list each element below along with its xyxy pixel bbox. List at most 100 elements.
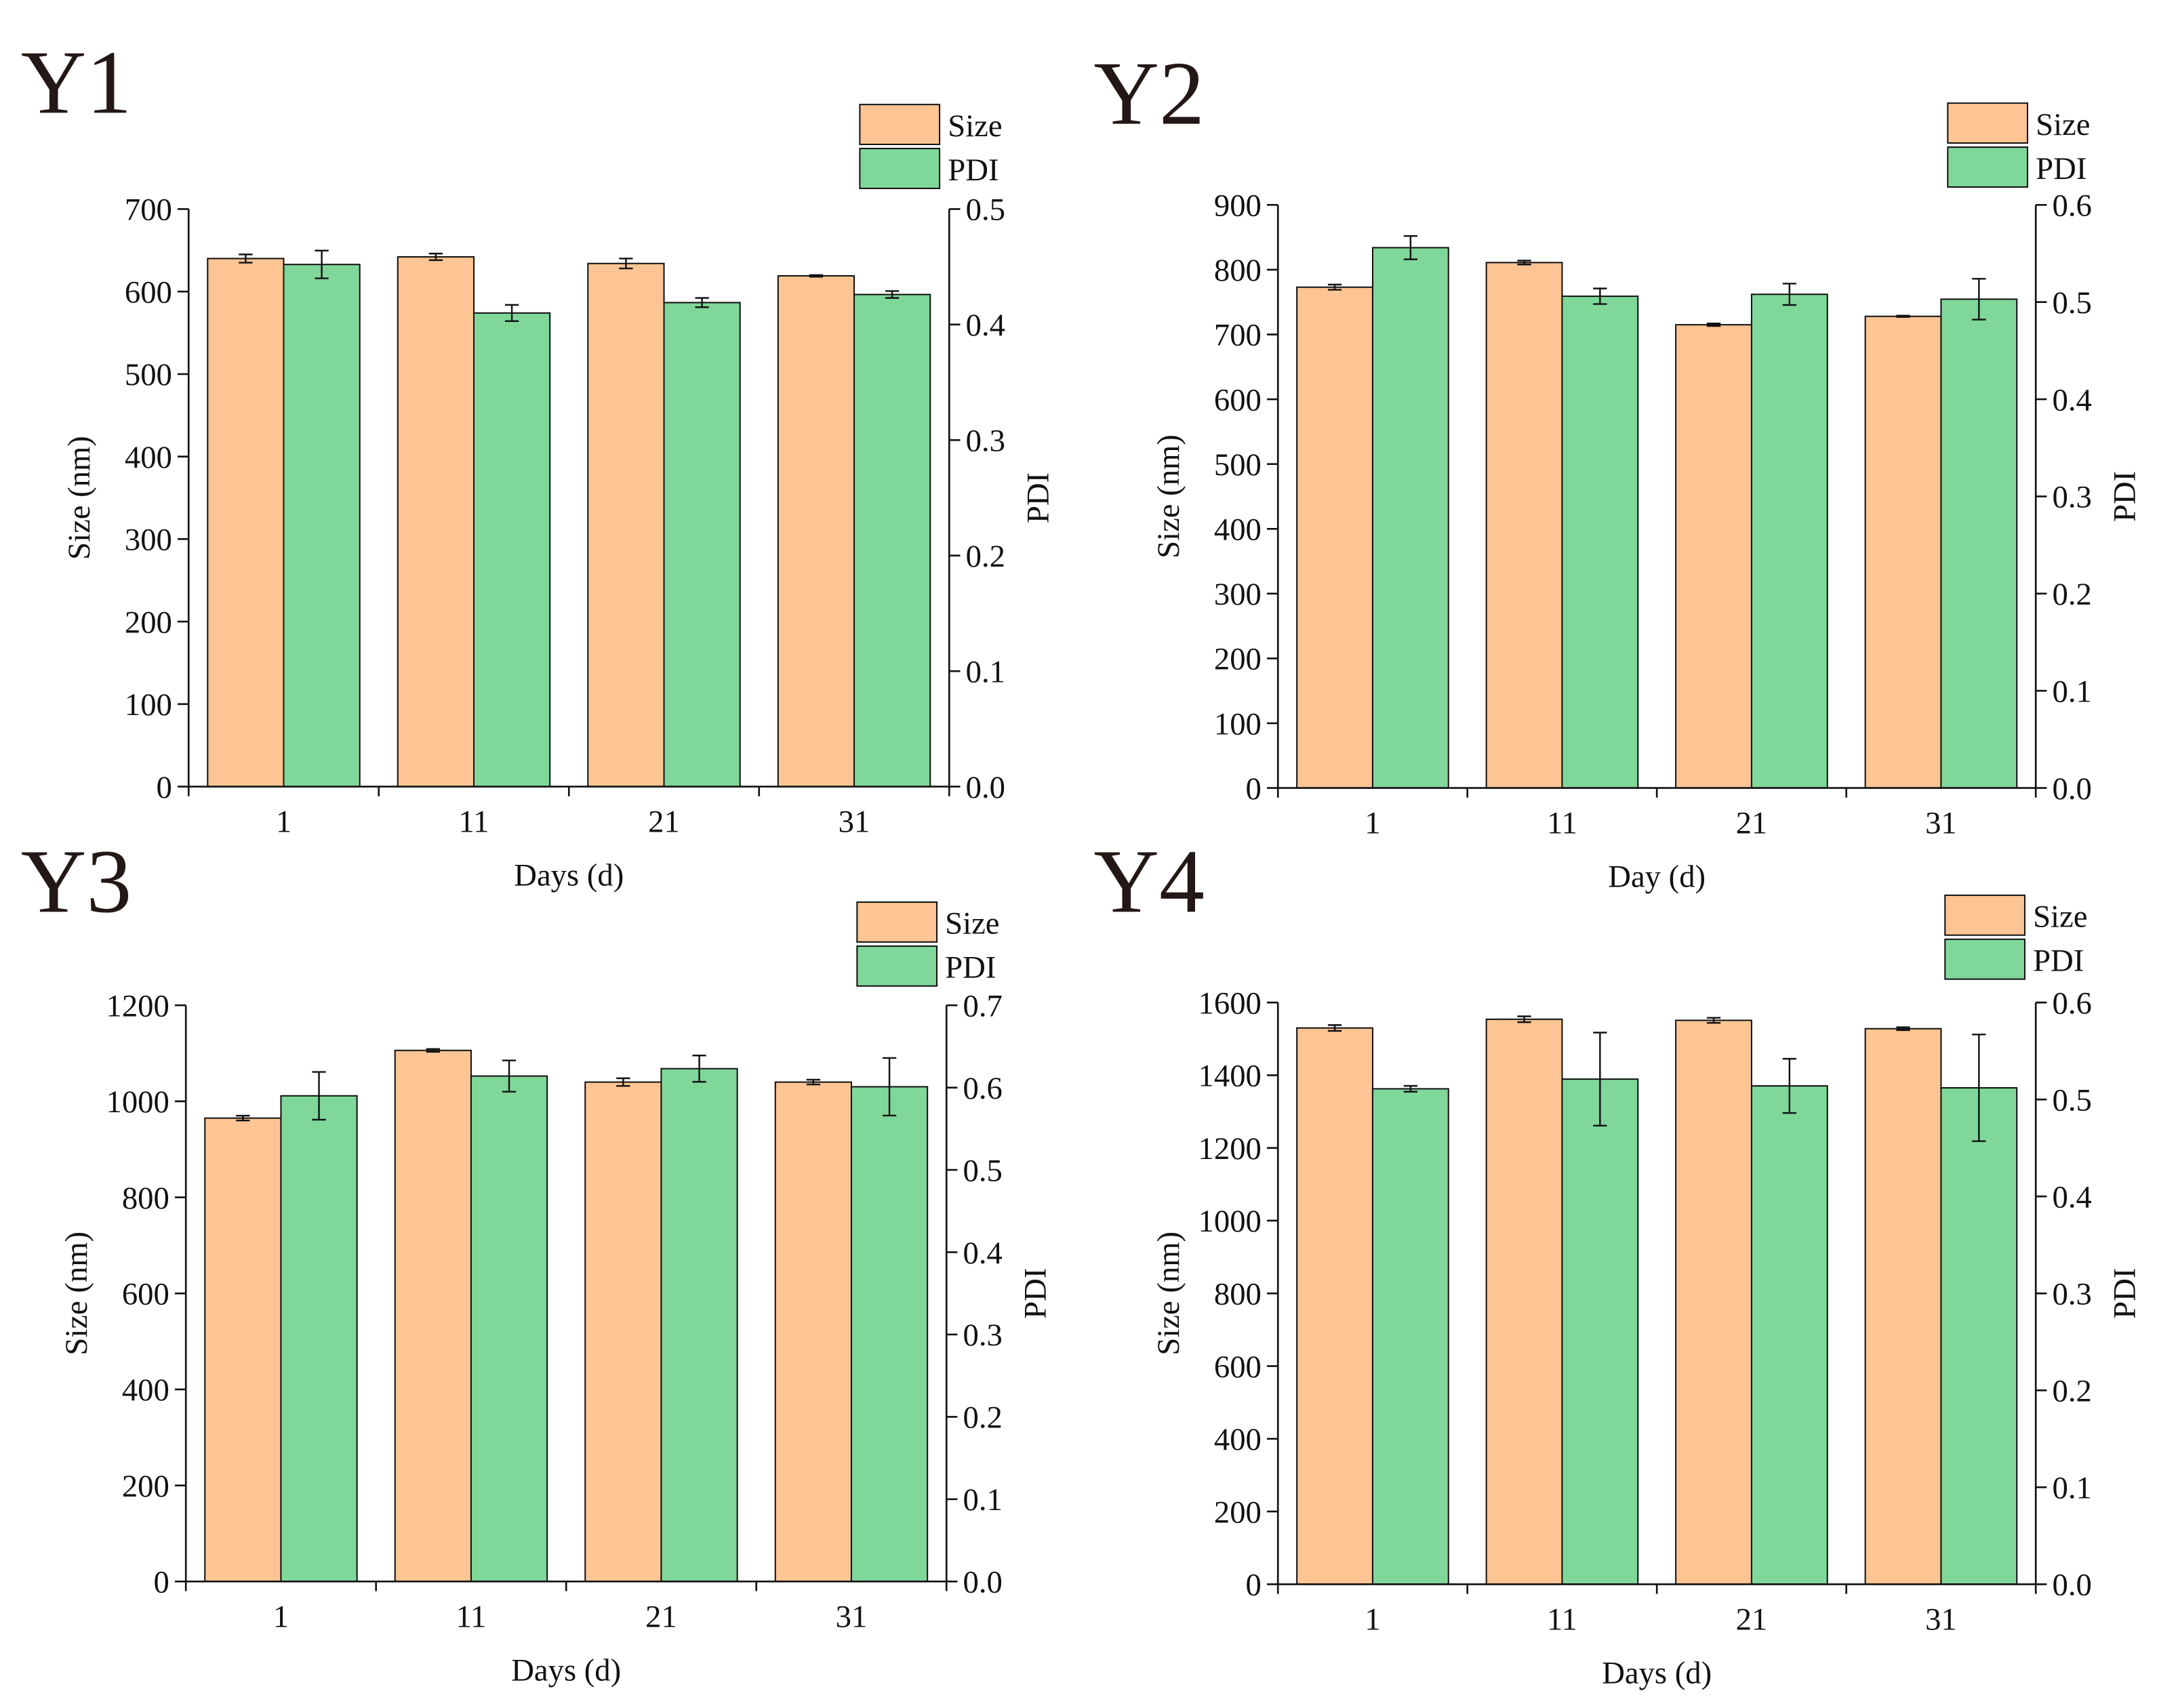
x-axis-label: Day (d) [1608, 859, 1706, 895]
y2-axis-label: PDI [2107, 471, 2142, 522]
legend-label: Size [948, 108, 1002, 144]
x-tick-label: 1 [1365, 806, 1380, 841]
x-tick-label: 21 [1736, 806, 1768, 841]
bar [1561, 1078, 1639, 1585]
error-bar [1403, 235, 1417, 260]
y-tick-label: 200 [122, 1469, 169, 1504]
bar [663, 302, 741, 788]
x-tick-label: 31 [1925, 1602, 1957, 1637]
x-tick-label: 11 [456, 1599, 486, 1634]
y2-tick-label: 0.5 [966, 192, 1005, 228]
y-tick-label: 200 [1214, 1494, 1262, 1530]
y-axis-label: Size (nm) [1151, 434, 1186, 558]
error-bar [885, 290, 900, 299]
y-tick-label: 100 [1214, 706, 1262, 741]
y-tick-label: 0 [157, 770, 172, 805]
bar [1675, 324, 1752, 789]
y-tick-label: 400 [122, 1372, 169, 1408]
y2-tick-label: 0.1 [963, 1482, 1003, 1518]
panel-label: Y2 [1093, 43, 1205, 144]
y2-tick-label: 0.5 [2053, 285, 2092, 321]
y-tick-label: 400 [125, 440, 172, 475]
bar [853, 293, 931, 788]
error-bar [1517, 260, 1531, 266]
legend-swatch [859, 148, 941, 189]
legend-label: PDI [948, 152, 999, 188]
x-tick-label: 11 [459, 805, 489, 840]
y-tick-label: 0 [1246, 1568, 1262, 1603]
y-tick-label: 600 [1214, 1349, 1262, 1385]
panel-label: Y3 [21, 831, 132, 931]
error-bar [315, 249, 329, 279]
y-tick-label: 1600 [1198, 985, 1262, 1021]
y-tick-label: 700 [1214, 318, 1262, 353]
bar [1675, 1019, 1752, 1585]
error-bar [1403, 1084, 1417, 1093]
bar [1750, 1085, 1828, 1585]
error-bar [1706, 1017, 1721, 1024]
y-tick-label: 100 [125, 687, 172, 723]
error-bar [1517, 1015, 1531, 1023]
legend-swatch [859, 104, 941, 146]
y2-tick-label: 0.2 [2053, 577, 2092, 612]
y2-tick-label: 0.2 [963, 1400, 1003, 1436]
y-tick-label: 300 [1214, 577, 1262, 612]
error-bar [1782, 1057, 1796, 1114]
x-axis-label: Days (d) [1602, 1655, 1712, 1690]
x-tick-label: 31 [1925, 806, 1957, 841]
y-tick-label: 600 [122, 1276, 169, 1312]
bar [1940, 1086, 2018, 1585]
error-bar [1782, 283, 1796, 306]
bar [1371, 247, 1449, 789]
legend-swatch [1947, 146, 2029, 188]
x-tick-label: 1 [1365, 1602, 1380, 1637]
bar [1371, 1088, 1449, 1585]
y2-tick-label: 0.4 [2053, 1179, 2092, 1215]
legend-label: PDI [945, 950, 996, 985]
x-tick-label: 21 [648, 805, 680, 840]
bar [1296, 286, 1373, 789]
error-bar [1327, 1024, 1342, 1032]
y-tick-label: 1200 [1198, 1131, 1262, 1166]
legend-label: Size [2033, 899, 2087, 935]
bar [1485, 1018, 1563, 1585]
error-bar [1896, 314, 1910, 318]
y2-axis-label: PDI [1020, 472, 1055, 523]
y2-tick-label: 0.7 [963, 988, 1003, 1023]
x-tick-label: 1 [273, 1599, 289, 1634]
x-tick-label: 11 [1547, 1602, 1577, 1637]
x-tick-label: 31 [836, 1599, 868, 1634]
x-tick-label: 11 [1547, 806, 1577, 841]
error-bar [619, 258, 633, 270]
y2-tick-label: 0.1 [966, 654, 1005, 689]
error-bar [695, 297, 709, 308]
bar [850, 1086, 929, 1583]
x-tick-label: 21 [1736, 1602, 1768, 1637]
error-bar [809, 274, 824, 278]
error-bar [504, 304, 519, 322]
x-tick-label: 21 [645, 1599, 677, 1634]
y-tick-label: 200 [125, 605, 172, 640]
y2-tick-label: 0.5 [2053, 1082, 2092, 1118]
y2-tick-label: 0.4 [963, 1236, 1003, 1271]
error-bar [239, 253, 253, 264]
bar [584, 1081, 662, 1583]
bar [204, 1117, 282, 1583]
y-tick-label: 300 [125, 523, 172, 558]
bar [1864, 1028, 1942, 1585]
legend-swatch [1947, 102, 2029, 144]
error-bar [502, 1059, 517, 1093]
y-tick-label: 1000 [106, 1084, 169, 1120]
bar [207, 258, 285, 788]
y2-tick-label: 0.0 [963, 1565, 1003, 1600]
error-bar [1593, 1032, 1607, 1127]
legend-label: Size [2036, 107, 2090, 142]
y-tick-label: 1200 [106, 988, 169, 1023]
y2-tick-label: 0.2 [2053, 1374, 2092, 1409]
bar [774, 1081, 852, 1583]
y2-tick-label: 0.3 [2053, 480, 2092, 515]
error-bar [1593, 287, 1607, 305]
y-tick-label: 200 [1214, 642, 1262, 677]
legend-swatch [856, 945, 938, 987]
y-tick-label: 600 [125, 274, 172, 310]
